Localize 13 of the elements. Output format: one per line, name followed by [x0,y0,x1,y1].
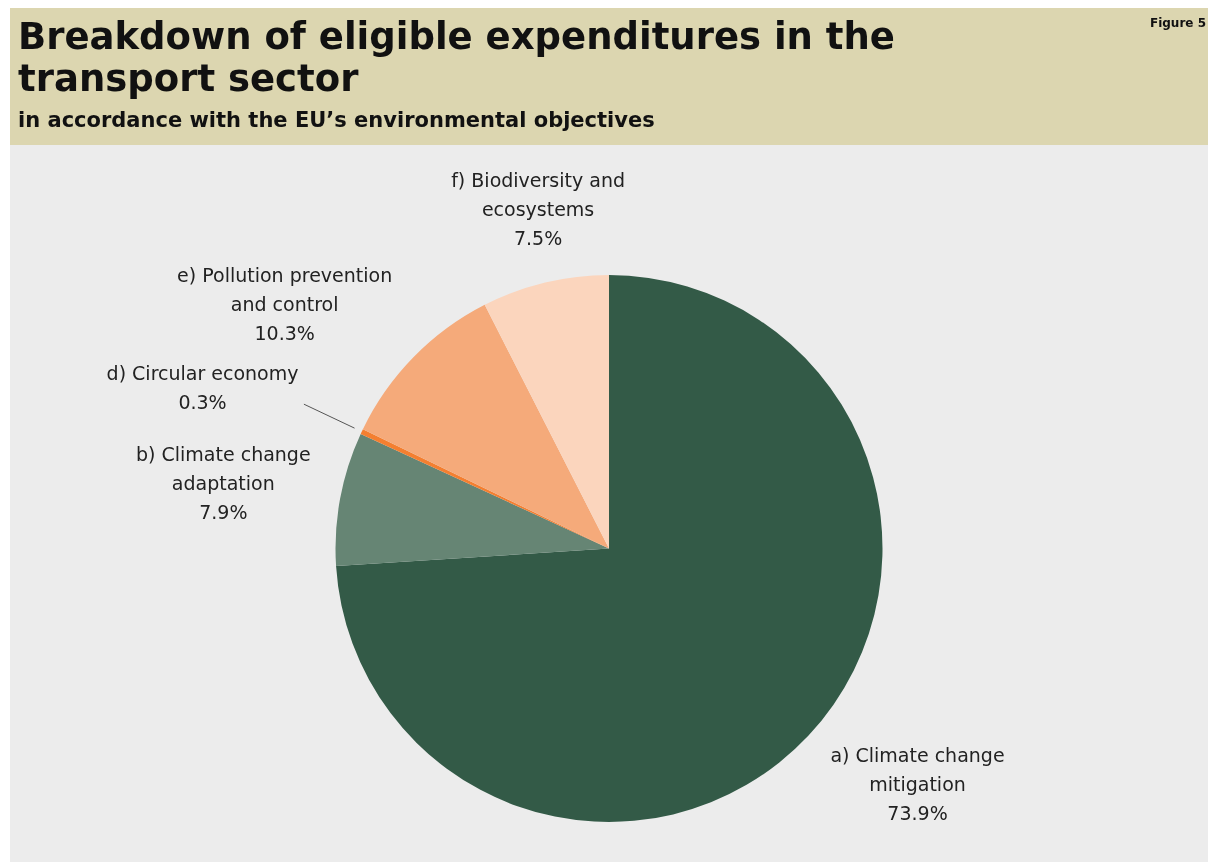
chart-title: Breakdown of eligible expenditures in the transport sector [18,15,896,100]
slice-label: b) Climate change adaptation [136,442,311,494]
slice-label: d) Circular economy [106,361,299,384]
slice-label: e) Pollution prevention and control [177,263,393,315]
chart-subtitle: in accordance with the EU’s environmental objectives [18,108,655,132]
data-label: 10.3% [254,321,315,344]
caption: Figure 5 [1149,16,1206,30]
data-label: 73.9% [887,801,948,824]
data-label: 7.9% [199,500,248,523]
slice-label: f) Biodiversity and ecosystems [451,169,625,221]
data-label: 0.3% [178,390,227,413]
data-label: 7.5% [513,227,563,250]
slice-label: a) Climate change mitigation [830,743,1005,795]
